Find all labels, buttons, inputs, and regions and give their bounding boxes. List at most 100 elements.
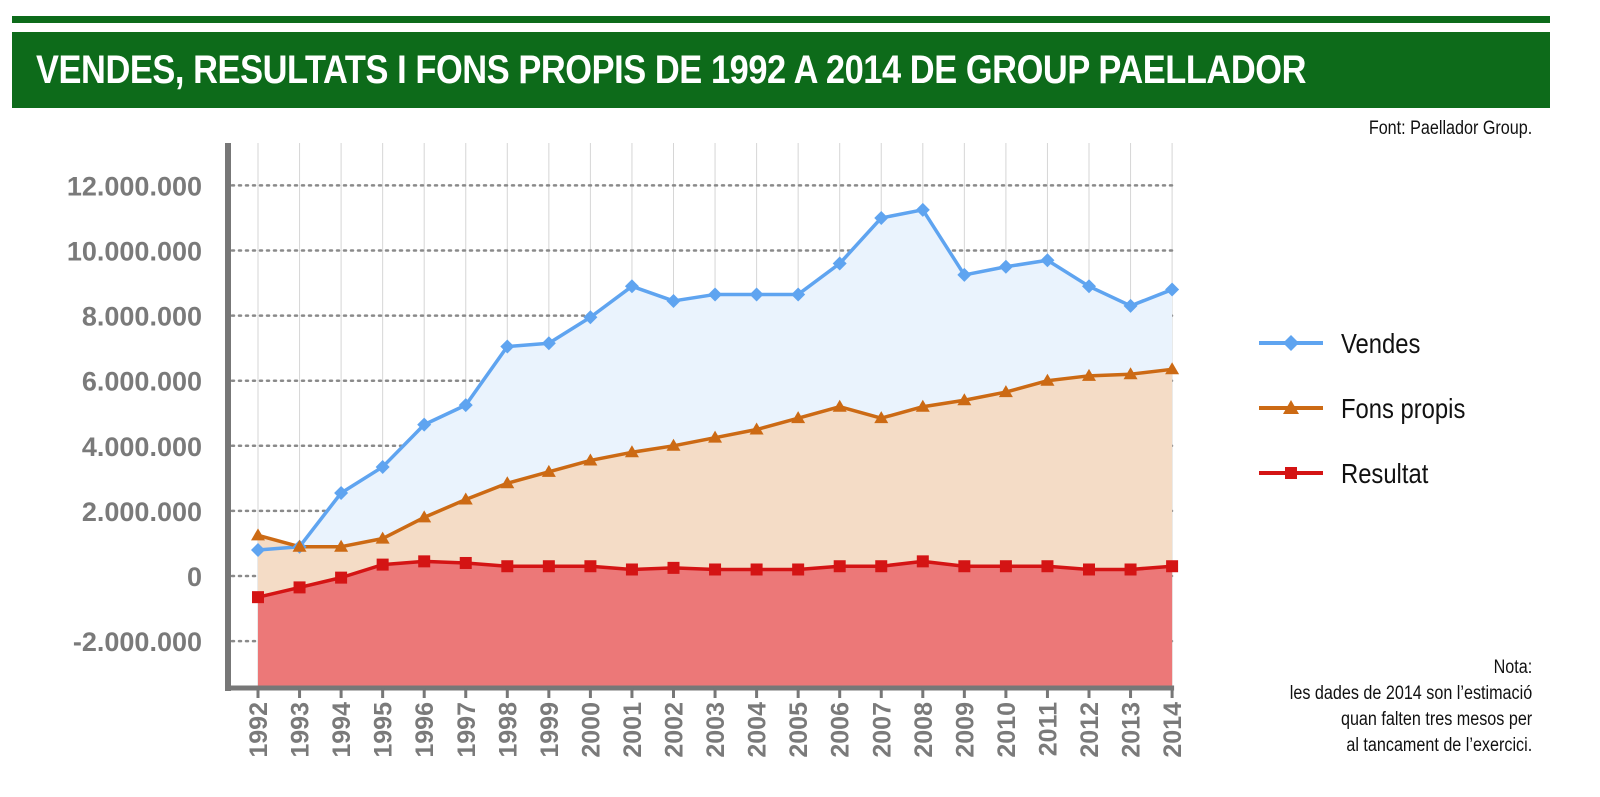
- area-fills: [258, 209, 1173, 688]
- resultat-point: [293, 581, 306, 594]
- x-tick-label: 2004: [744, 702, 772, 758]
- vendes-point: [666, 293, 681, 308]
- vendes-point: [375, 459, 390, 474]
- y-tick-label: 4.000.000: [82, 432, 202, 462]
- fons-propis-point: [375, 531, 390, 544]
- fons-propis-point: [832, 399, 847, 412]
- vendes-point: [458, 398, 473, 413]
- vendes-point: [749, 287, 764, 302]
- x-tick-label: 2001: [619, 702, 647, 758]
- resultat-point: [833, 560, 846, 573]
- source-label: Font: Paellador Group.: [1368, 118, 1532, 139]
- fons-propis-point: [251, 528, 265, 541]
- resultat-point: [1124, 563, 1137, 576]
- vendes-point: [541, 336, 556, 351]
- resultat-point: [750, 563, 763, 576]
- x-tick-label: 2002: [661, 702, 689, 758]
- resultat-point: [709, 563, 722, 576]
- fons-propis-point: [1123, 367, 1138, 380]
- resultat-point: [792, 563, 805, 576]
- resultat-point: [958, 560, 971, 573]
- vendes-point: [624, 279, 639, 294]
- fons-propis-point: [1165, 362, 1180, 375]
- vendes-point: [1040, 253, 1055, 268]
- y-tick-label: 8.000.000: [82, 302, 202, 332]
- resultat-point: [667, 561, 680, 574]
- fons-propis-point: [541, 464, 556, 477]
- resultat-point: [584, 560, 597, 573]
- legend-label-resultat: Resultat: [1341, 458, 1429, 489]
- vendes-point: [417, 417, 432, 432]
- resultat-point: [542, 560, 555, 573]
- note: Nota: les dades de 2014 son l’estimació …: [1290, 655, 1532, 759]
- vendes-point: [1082, 279, 1096, 294]
- vendes-point: [957, 267, 972, 282]
- fons-propis-point: [1082, 368, 1096, 381]
- x-tick-label: 2007: [868, 702, 896, 758]
- resultat-point: [252, 591, 264, 604]
- x-tick-label: 1996: [411, 702, 439, 758]
- y-tick-label: 10.000.000: [67, 237, 202, 267]
- resultat-point: [418, 555, 431, 568]
- fons-propis-point: [1040, 373, 1055, 386]
- resultat-point: [376, 558, 389, 571]
- legend-item-vendes: Vendes: [1257, 318, 1557, 383]
- vendes-point: [334, 485, 349, 500]
- fons-propis-point: [417, 510, 432, 523]
- vendes-point: [500, 339, 515, 354]
- vendes-point: [583, 310, 598, 325]
- fons-propis-point: [708, 430, 723, 443]
- resultat-point: [459, 556, 472, 569]
- triangle-marker-icon: [1259, 400, 1323, 414]
- x-tick-label: 1998: [494, 702, 522, 758]
- resultat-area: [258, 561, 1173, 688]
- tick-labels: -2.000.000 0 2.000.000 4.000.000 6.000.000 8.…: [67, 171, 1187, 757]
- vendes-point: [915, 202, 930, 217]
- note-line: les dades de 2014 son l’estimació: [1289, 683, 1532, 704]
- resultat-point: [501, 560, 514, 573]
- legend-label-fons-propis: Fons propis: [1341, 393, 1466, 424]
- x-tick-label: 1997: [453, 702, 481, 758]
- fons-propis-point: [334, 539, 349, 552]
- resultat-point: [625, 563, 638, 576]
- resultat-point: [1166, 560, 1179, 573]
- fons-propis-point: [666, 438, 681, 451]
- vendes-point: [832, 256, 847, 271]
- x-tick-label: 2009: [951, 702, 979, 758]
- fons-propis-point: [500, 476, 515, 489]
- axes: [225, 143, 1175, 698]
- x-tick-label: 1992: [245, 702, 273, 758]
- note-line: quan falten tres mesos per: [1340, 709, 1532, 730]
- fons-propis-point: [583, 453, 598, 466]
- fons-propis-point: [292, 539, 307, 552]
- resultat-point: [916, 555, 929, 568]
- y-tick-label: 6.000.000: [82, 367, 202, 397]
- vendes-point: [251, 542, 265, 557]
- fons-propis-point: [998, 385, 1013, 398]
- y-tick-label: 2.000.000: [82, 497, 202, 527]
- resultat-point: [999, 560, 1012, 573]
- resultat-point: [875, 560, 888, 573]
- top-rule: [12, 16, 1550, 23]
- vendes-point: [791, 287, 806, 302]
- fons-propis-point: [874, 411, 889, 424]
- x-tick-label: 2000: [577, 702, 605, 758]
- resultat-point: [1083, 563, 1095, 576]
- y-tick-label: 12.000.000: [67, 171, 202, 201]
- vendes-point: [1165, 282, 1180, 297]
- y-tick-label: -2.000.000: [73, 627, 202, 657]
- fons-propis-point: [791, 411, 806, 424]
- legend-item-fons-propis: Fons propis: [1257, 383, 1557, 448]
- fons-propis-point: [458, 492, 473, 505]
- x-tick-label: 1993: [287, 702, 315, 758]
- resultat-point: [1041, 560, 1054, 573]
- y-tick-label: 0: [187, 562, 202, 592]
- note-title: Nota:: [1493, 657, 1532, 678]
- x-tick-label: 2006: [827, 702, 855, 758]
- x-tick-label: 2008: [910, 702, 938, 758]
- resultat-point: [335, 571, 348, 584]
- title-band: VENDES, RESULTATS I FONS PROPIS DE 1992 …: [12, 32, 1550, 108]
- x-tick-label: 1995: [370, 702, 398, 758]
- fons-propis-point: [957, 393, 972, 406]
